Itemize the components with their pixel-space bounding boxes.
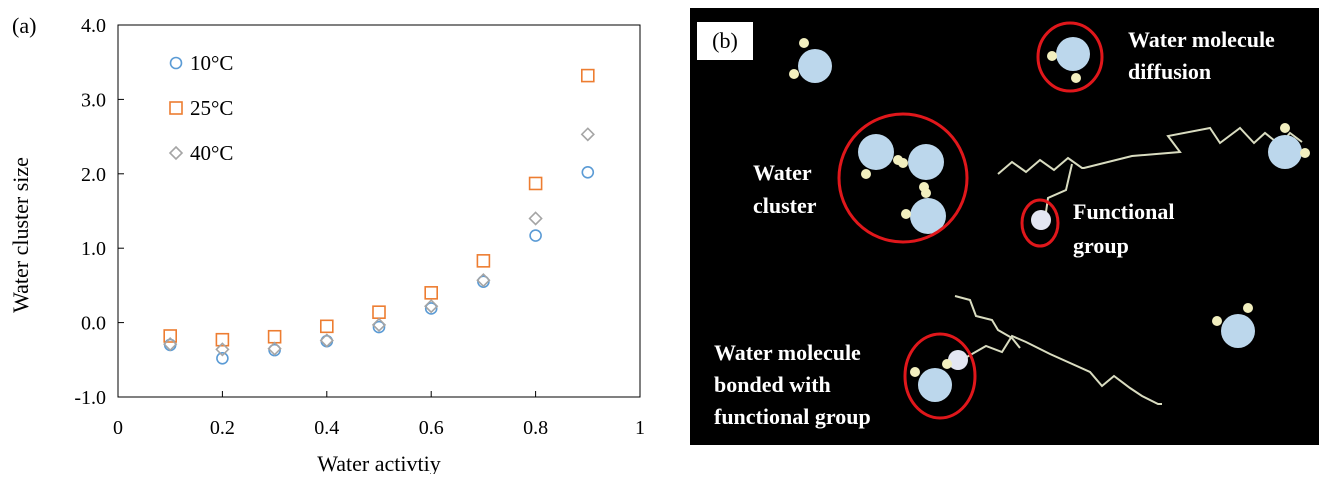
polymer-chain-upper-branch [1045, 163, 1073, 213]
data-point-series-1 [216, 352, 229, 365]
y-tick-label: 0.0 [81, 313, 106, 335]
data-point-series-1 [372, 320, 386, 334]
data-point-series-1 [581, 166, 595, 179]
data-point-series-3 [580, 127, 595, 142]
water-cluster-diagram: (b) [690, 8, 1319, 445]
scatter-chart: (a) -1.0 0.0 1.0 2.0 3.0 4.0 0 0.2 0.4 0.6 0.8 1 10… [8, 13, 645, 476]
data-point-series-2 [580, 68, 595, 83]
data-point-series-2 [163, 329, 177, 343]
polymer-chain-lower-main [957, 334, 1162, 405]
water-molecule-icon [1212, 303, 1255, 348]
panel-b-label: (b) [712, 28, 738, 53]
diagram-background [690, 8, 1319, 445]
x-tick-label: 0 [113, 417, 123, 439]
polymer-chain-upper [997, 126, 1303, 175]
x-axis-title: Water activtiy [317, 451, 440, 474]
data-point-series-2 [372, 305, 386, 319]
data-point-series-3 [371, 317, 387, 332]
y-tick-label: 1.0 [81, 238, 106, 260]
legend-marker-series-1 [169, 56, 183, 70]
x-tick-label: 0.2 [210, 417, 235, 439]
x-tick-label: 0.8 [523, 417, 548, 439]
bonded-label-line1: Water molecule [714, 340, 861, 365]
chart-axes [117, 24, 641, 398]
data-point-series-2 [476, 254, 491, 268]
data-point-series-3 [267, 341, 282, 356]
data-point-series-3 [163, 337, 178, 352]
y-tick-label: 3.0 [81, 89, 106, 111]
diffusion-label-line2: diffusion [1128, 59, 1211, 84]
data-point-series-2 [424, 286, 439, 300]
legend-label-series-1: 10°C [190, 51, 233, 75]
polymer-chain-lower [954, 295, 1021, 349]
y-tick-label: 2.0 [81, 164, 106, 186]
water-molecule-icon [1268, 123, 1310, 169]
water-molecule-icon [789, 38, 832, 83]
chart-tick-labels: -1.0 0.0 1.0 2.0 3.0 4.0 0 0.2 0.4 0.6 0.8 1 [74, 15, 645, 439]
data-point-series-3 [476, 273, 491, 288]
data-point-series-2 [319, 319, 334, 334]
chart-legend: 10°C 25°C 40°C [168, 51, 233, 165]
data-point-series-2 [215, 332, 230, 347]
chart-panel: (a) -1.0 0.0 1.0 2.0 3.0 4.0 0 0.2 0.4 0.6 0.8 1 10… [8, 13, 645, 476]
functional-group-label-line1: Functional [1073, 199, 1174, 224]
bonded-label-line3: functional group [714, 404, 871, 429]
data-point-series-3 [424, 299, 439, 314]
x-tick-label: 1 [635, 417, 645, 439]
functional-group-label-line2: group [1073, 233, 1129, 258]
data-point-series-3 [215, 342, 230, 357]
cluster-label-line2: cluster [753, 193, 817, 218]
data-point-series-1 [529, 229, 542, 242]
y-axis-title: Water cluster size [8, 157, 33, 313]
data-point-series-2 [528, 176, 543, 191]
data-point-series-3 [319, 333, 334, 348]
x-tick-label: 0.4 [314, 417, 339, 439]
data-point-series-3 [528, 211, 543, 226]
legend-label-series-3: 40°C [190, 141, 233, 165]
panel-a-label: (a) [12, 13, 36, 38]
legend-marker-series-2 [169, 101, 183, 115]
bonded-label-line2: bonded with [714, 372, 831, 397]
diagram-panel: (b) [690, 8, 1319, 445]
legend-label-series-2: 25°C [190, 96, 233, 120]
bonded-water-molecule-icon [903, 332, 977, 420]
panel-b-label-box [697, 22, 753, 60]
y-tick-label: -1.0 [74, 387, 106, 409]
cluster-label-line1: Water [753, 160, 812, 185]
diffusion-label-line1: Water molecule [1128, 27, 1275, 52]
legend-marker-series-3 [168, 145, 184, 161]
functional-group-icon [1020, 198, 1060, 248]
water-cluster-icon [837, 112, 969, 244]
y-tick-label: 4.0 [81, 15, 106, 37]
plot-frame [117, 24, 641, 398]
x-tick-label: 0.6 [419, 417, 444, 439]
chart-points [163, 68, 595, 365]
data-point-series-2 [267, 329, 282, 344]
water-molecule-diffusion-icon [1036, 21, 1104, 93]
data-point-series-1 [424, 302, 438, 315]
